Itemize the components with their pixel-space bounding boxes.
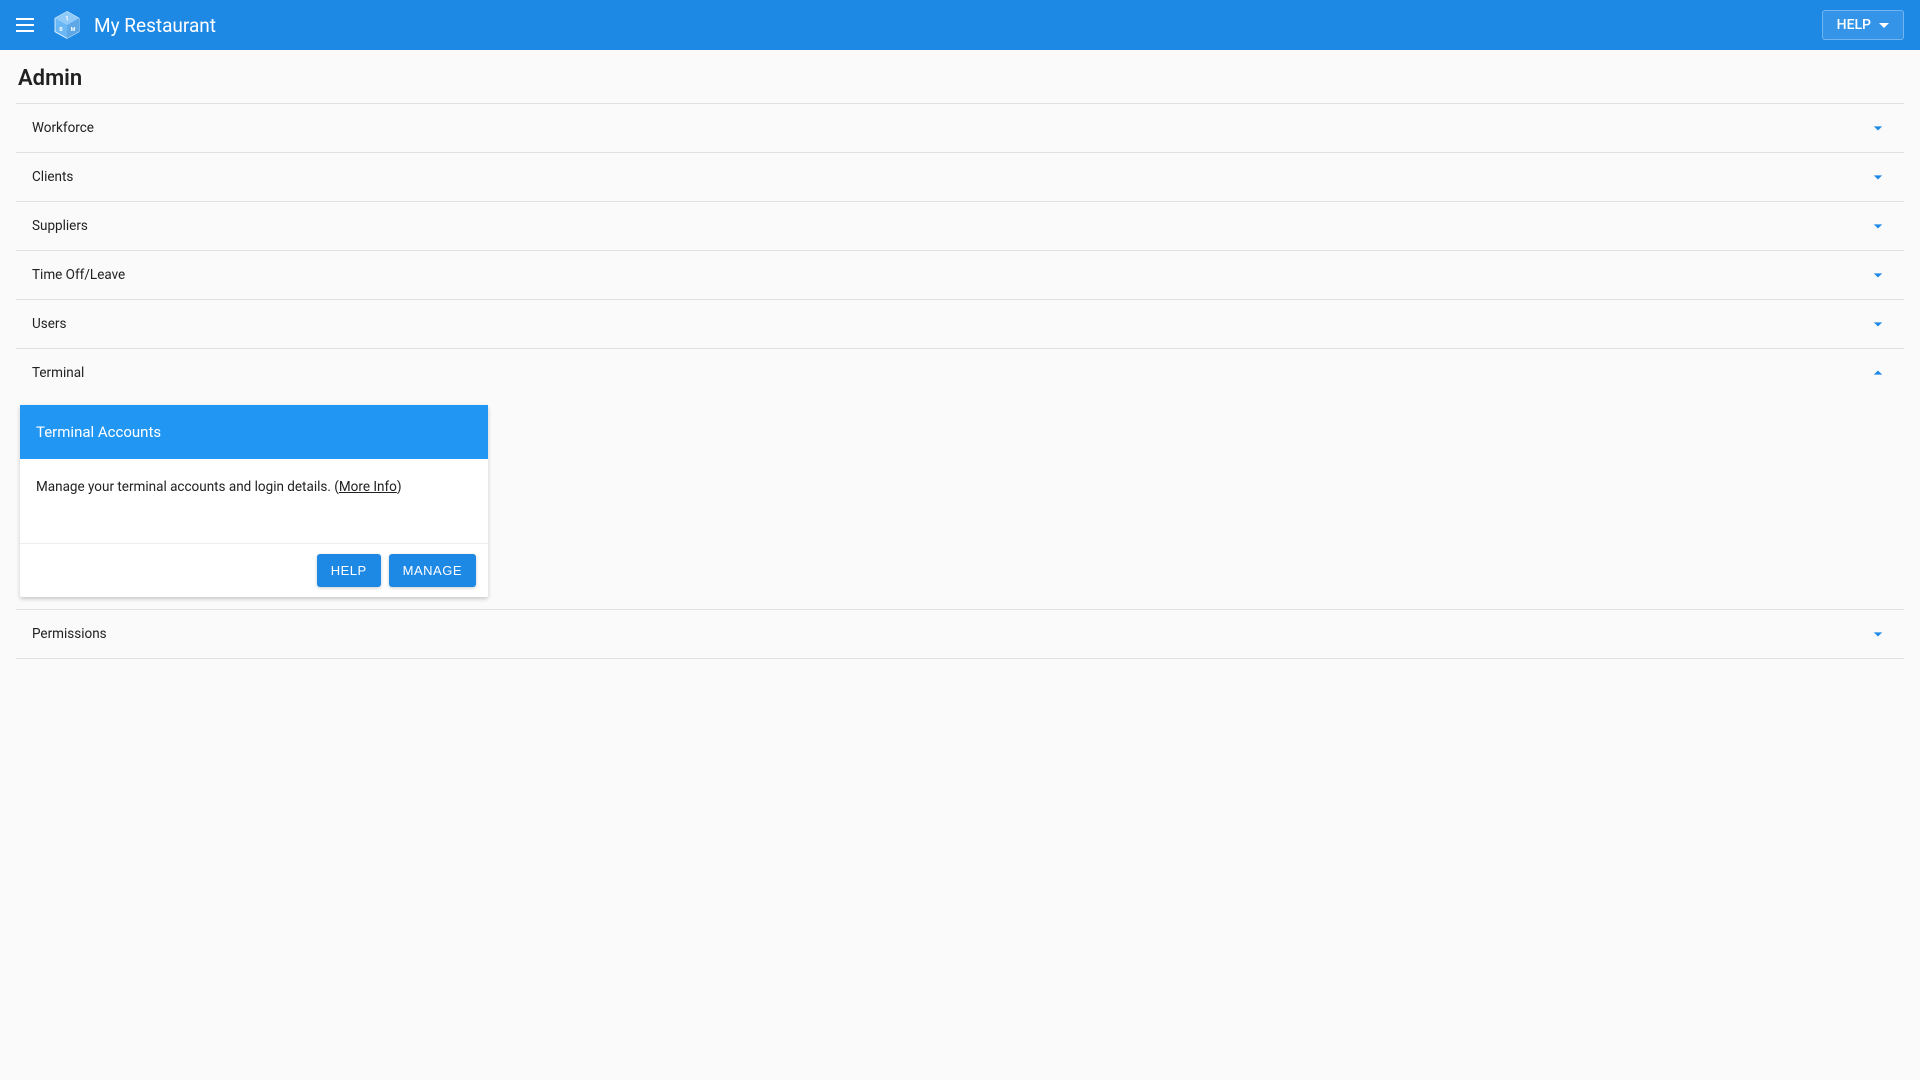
app-title: My Restaurant	[94, 14, 1822, 37]
terminal-accounts-card: Terminal Accounts Manage your terminal a…	[20, 405, 488, 597]
section-permissions: Permissions	[16, 609, 1904, 659]
card-header: Terminal Accounts	[20, 405, 488, 459]
app-logo-icon[interactable]: 1 B M	[52, 10, 82, 40]
section-timeoff: Time Off/Leave	[16, 250, 1904, 300]
chevron-down-icon	[1868, 216, 1888, 236]
chevron-up-icon	[1868, 363, 1888, 383]
help-dropdown[interactable]: HELP	[1822, 10, 1904, 40]
section-terminal: Terminal Terminal Accounts Manage your t…	[16, 348, 1904, 610]
chevron-down-icon	[1868, 167, 1888, 187]
section-users: Users	[16, 299, 1904, 349]
manage-button[interactable]: MANAGE	[389, 554, 476, 587]
section-header-permissions[interactable]: Permissions	[16, 610, 1904, 658]
more-info-link[interactable]: More Info	[339, 479, 397, 495]
hamburger-menu-icon[interactable]	[16, 13, 40, 37]
card-footer: HELP MANAGE	[20, 544, 488, 597]
arrow-down-icon	[1879, 23, 1889, 28]
section-label: Time Off/Leave	[32, 267, 125, 283]
section-header-clients[interactable]: Clients	[16, 153, 1904, 201]
section-label: Workforce	[32, 120, 94, 136]
section-label: Terminal	[32, 365, 84, 381]
section-label: Users	[32, 316, 66, 332]
section-header-timeoff[interactable]: Time Off/Leave	[16, 251, 1904, 299]
svg-text:1: 1	[65, 16, 68, 23]
chevron-down-icon	[1868, 624, 1888, 644]
section-label: Permissions	[32, 626, 107, 642]
section-header-users[interactable]: Users	[16, 300, 1904, 348]
svg-text:M: M	[71, 27, 76, 33]
chevron-down-icon	[1868, 118, 1888, 138]
section-content-terminal: Terminal Accounts Manage your terminal a…	[16, 397, 1904, 609]
section-header-terminal[interactable]: Terminal	[16, 349, 1904, 397]
help-dropdown-label: HELP	[1837, 17, 1871, 33]
help-button[interactable]: HELP	[317, 554, 381, 587]
section-clients: Clients	[16, 152, 1904, 202]
section-header-workforce[interactable]: Workforce	[16, 104, 1904, 152]
card-description: Manage your terminal accounts and login …	[36, 479, 339, 495]
chevron-down-icon	[1868, 265, 1888, 285]
section-workforce: Workforce	[16, 103, 1904, 153]
chevron-down-icon	[1868, 314, 1888, 334]
card-description-post: )	[397, 479, 402, 495]
section-label: Clients	[32, 169, 73, 185]
header: 1 B M My Restaurant HELP	[0, 0, 1920, 50]
content-area: Admin Workforce Clients Suppliers Time O…	[0, 50, 1920, 674]
card-body: Manage your terminal accounts and login …	[20, 459, 488, 544]
section-header-suppliers[interactable]: Suppliers	[16, 202, 1904, 250]
section-suppliers: Suppliers	[16, 201, 1904, 251]
section-label: Suppliers	[32, 218, 88, 234]
page-title: Admin	[16, 66, 1904, 91]
